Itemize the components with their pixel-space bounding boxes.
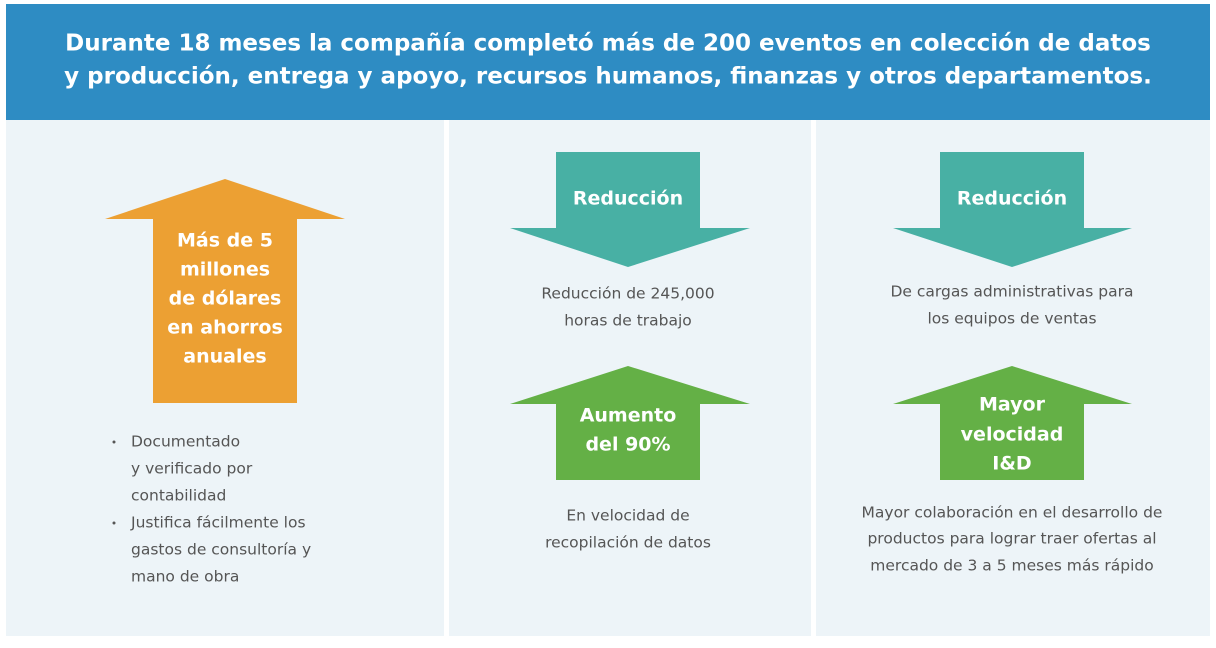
bullet-text: mano de obra [131, 568, 239, 586]
arrow-label: I&D [992, 453, 1031, 475]
item-text: mercado de 3 a 5 meses más rápido [870, 557, 1153, 575]
bullet-text: Documentado [131, 433, 240, 451]
up-arrow [510, 366, 750, 480]
item-text: productos para lograr traer ofertas al [867, 530, 1156, 548]
down-arrow [510, 152, 750, 267]
header-title: y producción, entrega y apoyo, recursos … [64, 64, 1152, 90]
down-arrow [893, 152, 1132, 267]
header-band [6, 4, 1210, 120]
up-arrow [105, 179, 345, 403]
item-text: En velocidad de [566, 507, 689, 525]
item-text: Reducción de 245,000 [541, 285, 714, 303]
arrow-label: velocidad [961, 424, 1064, 446]
arrow-label: del 90% [585, 434, 670, 456]
item-text: De cargas administrativas para [890, 283, 1133, 301]
item-text: recopilación de datos [545, 534, 711, 552]
bullet-text: y verificado por [131, 460, 253, 478]
bullet [112, 440, 116, 444]
arrow-label: Mayor [979, 394, 1046, 416]
arrow-label: en ahorros [167, 317, 283, 339]
arrow-label: millones [180, 259, 270, 281]
arrow-label: anuales [183, 346, 266, 368]
arrow-label: Reducción [573, 188, 683, 210]
bullet-text: gastos de consultoría y [131, 541, 311, 559]
item-text: Mayor colaboración en el desarrollo de [862, 504, 1163, 522]
arrow-label: Reducción [957, 188, 1067, 210]
arrow-label: Aumento [580, 405, 677, 427]
item-text: los equipos de ventas [927, 310, 1096, 328]
bullet-text: Justifica fácilmente los [130, 514, 306, 532]
bullet-text: contabilidad [131, 487, 226, 505]
item-text: horas de trabajo [564, 312, 692, 330]
arrow-label: Más de 5 [177, 230, 273, 252]
up-arrow [893, 366, 1132, 480]
bullet [112, 521, 116, 525]
arrow-label: de dólares [169, 288, 282, 310]
header-title: Durante 18 meses la compañía completó má… [65, 31, 1151, 57]
